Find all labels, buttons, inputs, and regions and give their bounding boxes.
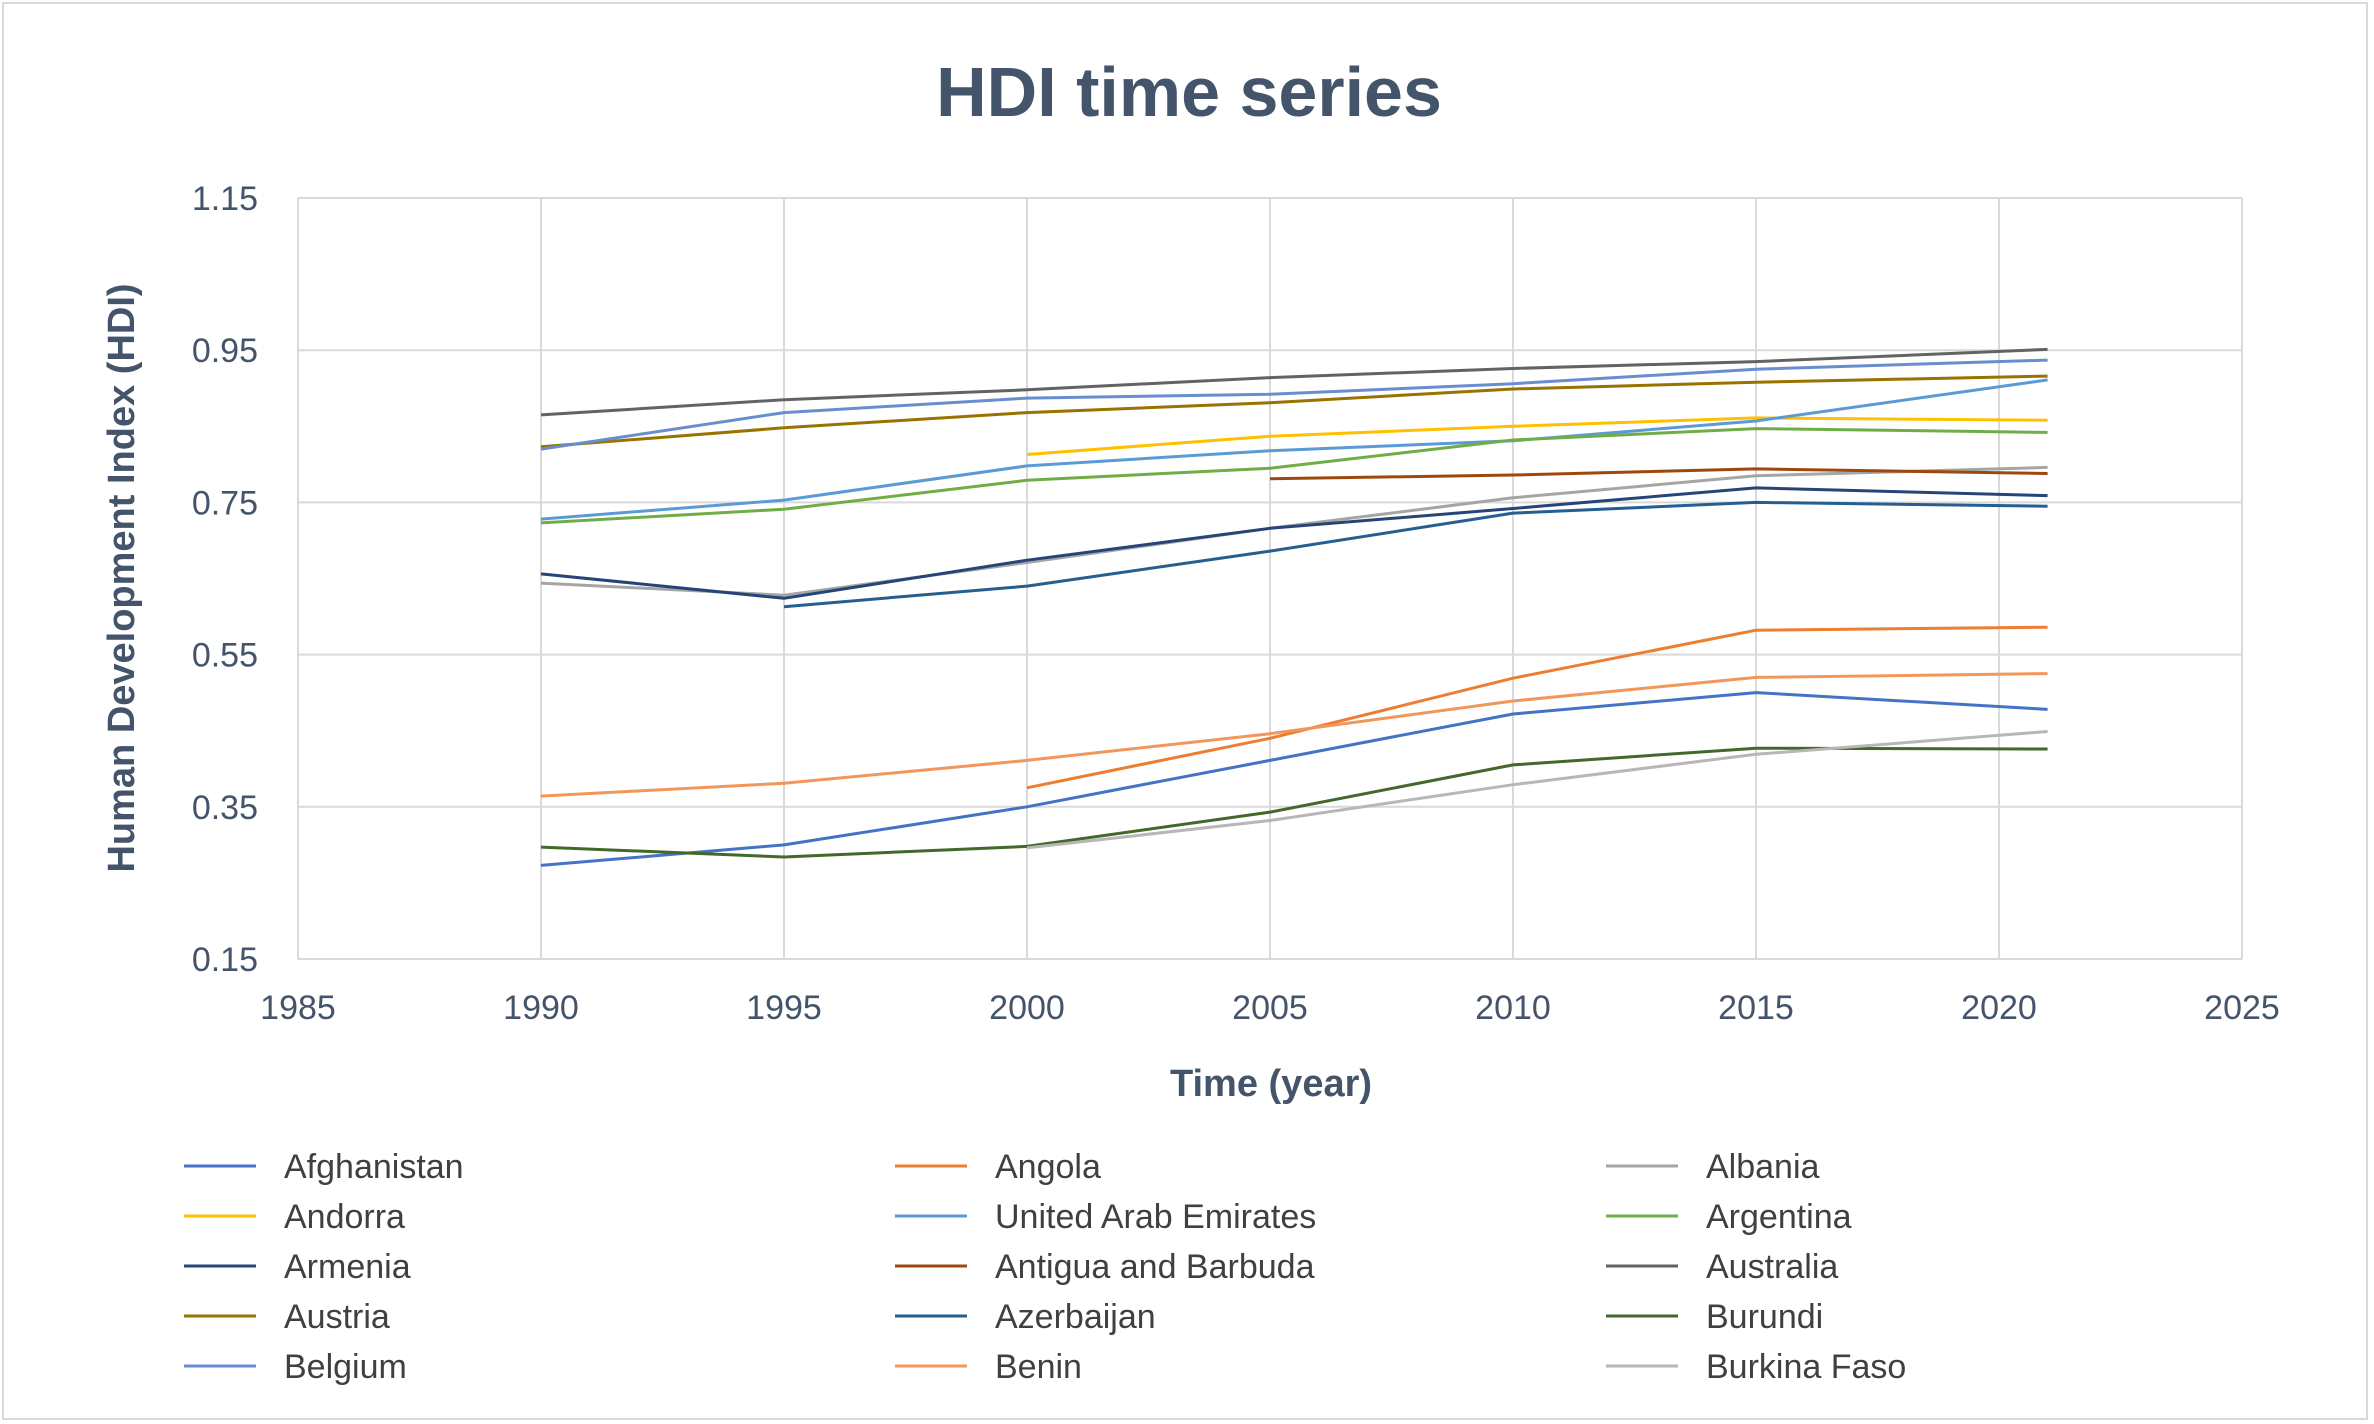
series-lines (540, 347, 2048, 867)
x-tick-label: 2015 (1718, 989, 1794, 1027)
y-tick-label: 0.95 (192, 332, 258, 370)
y-tick-label: 0.15 (192, 941, 258, 979)
series-line (540, 378, 2048, 521)
series-line (540, 347, 2048, 417)
legend-label: Burkina Faso (1706, 1348, 1906, 1386)
legend-label: Andorra (284, 1198, 405, 1236)
y-tick-label: 0.55 (192, 637, 258, 675)
series-line (783, 500, 2048, 609)
legend-label: Australia (1706, 1248, 1838, 1286)
y-tick-label: 1.15 (192, 180, 258, 218)
x-tick-label: 2010 (1475, 989, 1551, 1027)
tick-labels: 1985 1990 1995 2000 2005 2010 2015 2020 2025 0.15… (192, 180, 2280, 1027)
series-line (1026, 730, 2048, 850)
legend-label: Afghanistan (284, 1148, 464, 1186)
series-line (540, 691, 2048, 867)
legend-label: Antigua and Barbuda (995, 1248, 1315, 1286)
legend: Afghanistan Angola Albania Andorra United Ar… (184, 1148, 1906, 1386)
grid (297, 197, 2243, 960)
legend-label: Albania (1706, 1148, 1820, 1186)
legend-label: Benin (995, 1348, 1082, 1386)
legend-label: Belgium (284, 1348, 407, 1386)
legend-label: Argentina (1706, 1198, 1852, 1236)
series-line (1026, 625, 2048, 790)
series-line (540, 358, 2048, 451)
x-tick-label: 1995 (746, 989, 822, 1027)
y-tick-label: 0.75 (192, 484, 258, 522)
legend-label: Angola (995, 1148, 1101, 1186)
legend-label: Armenia (284, 1248, 411, 1286)
chart-title: HDI time series (936, 53, 1442, 131)
y-axis-title: Human Development Index (HDI) (101, 283, 143, 872)
series-line (540, 427, 2048, 525)
series-line (1026, 416, 2048, 456)
y-tick-label: 0.35 (192, 789, 258, 827)
series-line (1269, 467, 2048, 481)
x-tick-label: 1985 (260, 989, 336, 1027)
series-line (540, 486, 2048, 600)
x-tick-label: 2005 (1232, 989, 1308, 1027)
x-tick-label: 2020 (1961, 989, 2037, 1027)
x-tick-label: 1990 (503, 989, 579, 1027)
x-tick-label: 2025 (2204, 989, 2280, 1027)
series-line (540, 746, 2048, 859)
legend-label: Burundi (1706, 1298, 1823, 1336)
x-axis-title: Time (year) (1170, 1063, 1372, 1105)
series-line (540, 672, 2048, 798)
legend-label: Austria (284, 1298, 390, 1336)
series-line (540, 465, 2048, 597)
x-tick-label: 2000 (989, 989, 1065, 1027)
legend-label: Azerbaijan (995, 1298, 1156, 1336)
legend-label: United Arab Emirates (995, 1198, 1316, 1236)
chart-svg: HDI time series 1985 1990 1995 2000 2005 2010… (101, 53, 2280, 1386)
series-line (540, 374, 2048, 449)
